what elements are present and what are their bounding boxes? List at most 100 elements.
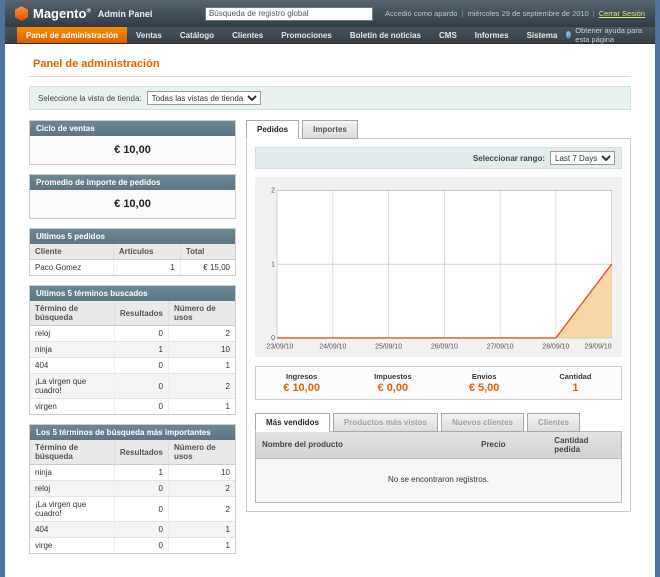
table-cell: 404 [30,358,114,374]
svg-text:26/09/10: 26/09/10 [431,344,458,351]
tab-amounts[interactable]: Importes [302,120,358,139]
tab-new-customers[interactable]: Nuevos clientes [441,413,524,432]
tab-most-viewed[interactable]: Productos más vistos [333,413,438,432]
table-row: 40401 [30,358,235,374]
nav-item-cms[interactable]: CMS [430,27,466,43]
table-cell: 1 [168,399,235,415]
table-cell: 0 [114,481,168,497]
table-cell: 404 [30,522,114,538]
panel-title: Ultimos 5 pedidos [30,229,235,244]
svg-text:23/09/10: 23/09/10 [266,344,293,351]
stat-label: Cantidad [530,372,621,381]
stat-shipping: Envios € 5,00 [439,372,530,394]
nav-item-customers[interactable]: Clientes [223,27,272,43]
brand-text: Magento [33,6,86,21]
table-cell: 0 [114,326,168,342]
table-cell: € 15,00 [180,260,235,276]
stat-revenue: Ingresos € 10,00 [256,372,347,394]
trademark-symbol: ® [86,9,90,15]
magento-logo: Magento® Admin Panel [15,6,152,21]
table-cell: 0 [114,374,168,399]
svg-text:28/09/10: 28/09/10 [542,344,569,351]
session-info: Accedió como apardo|miércoles 29 de sept… [385,9,645,18]
table-row: reloj02 [30,481,235,497]
table-cell: ninja [30,465,114,481]
table-cell: 1 [113,260,180,276]
nav-item-catalog[interactable]: Catálogo [171,27,223,43]
sales-cycle-value: € 10,00 [30,136,235,164]
tab-customers[interactable]: Clientes [527,413,580,432]
table-cell: 1 [168,358,235,374]
sales-cycle-panel: Ciclo de ventas € 10,00 [29,120,236,165]
column-header: Resultados [114,440,168,465]
column-header: Total [180,244,235,260]
range-selector-bar: Seleccionar rango: Last 7 Days [255,147,622,169]
average-order-panel: Promedio de importe de pedidos € 10,00 [29,174,236,219]
table-row: 40401 [30,522,235,538]
bestsellers-table: Nombre del producto Precio Cantidad pedi… [255,431,622,459]
column-header: Artículos [113,244,180,260]
separator: | [461,9,463,18]
table-cell: 2 [168,481,235,497]
separator: | [593,9,595,18]
last-orders-panel: Ultimos 5 pedidos Cliente Artículos Tota… [29,228,236,276]
current-date: miércoles 29 de septiembre de 2010 [467,9,588,18]
table-cell: 1 [114,342,168,358]
table-cell: Paco Gomez [30,260,113,276]
table-row: virgen01 [30,399,235,415]
nav-item-newsletter[interactable]: Boletín de noticias [341,27,430,43]
table-cell: ninja [30,342,114,358]
column-header: Término de búsqueda [30,440,114,465]
tab-orders[interactable]: Pedidos [246,120,299,139]
stat-tax: Impuestos € 0,00 [347,372,438,394]
table-cell: 2 [168,374,235,399]
nav-item-sales[interactable]: Ventas [127,27,171,43]
column-header: Número de usos [168,301,235,326]
table-row: ninja110 [30,342,235,358]
brand-name: Magento® [33,6,91,21]
dashboard-sidebar: Ciclo de ventas € 10,00 Promedio de impo… [29,120,236,563]
chart-tabs: Pedidos Importes [246,120,631,139]
empty-records-message: No se encontraron registros. [255,459,622,503]
table-cell: ¡La virgen que cuadro! [30,374,114,399]
stat-value: € 5,00 [439,382,530,394]
average-order-value: € 10,00 [30,190,235,218]
table-cell: 10 [168,342,235,358]
tab-bestsellers[interactable]: Más vendidos [255,413,330,432]
stat-value: € 0,00 [347,382,438,394]
table-cell: reloj [30,481,114,497]
logout-link[interactable]: Cerrar Sesión [599,9,645,18]
column-header: Término de búsqueda [30,301,114,326]
table-cell: virgen [30,399,114,415]
chart-container: 01223/09/1024/09/1025/09/1026/09/1027/09… [255,177,622,357]
nav-item-system[interactable]: Sistema [518,27,567,43]
last-orders-table: Cliente Artículos Total Paco Gomez1€ 15,… [30,244,235,275]
svg-text:2: 2 [271,188,275,195]
lists-tabs: Más vendidos Productos más vistos Nuevos… [255,413,622,432]
range-label: Seleccionar rango: [473,154,545,163]
panel-title: Ultimos 5 términos buscados [30,286,235,301]
orders-chart: 01223/09/1024/09/1025/09/1026/09/1027/09… [260,184,617,353]
column-header: Cliente [30,244,113,260]
dashboard-main: Pedidos Importes Seleccionar rango: Last… [246,120,631,512]
totals-bar: Ingresos € 10,00 Impuestos € 0,00 Envios… [255,366,622,400]
table-row: ¡La virgen que cuadro!02 [30,374,235,399]
panel-title: Los 5 términos de búsqueda más important… [30,425,235,440]
store-view-select[interactable]: Todas las vistas de tienda [147,91,261,105]
nav-item-promotions[interactable]: Promociones [272,27,341,43]
orders-panel: Seleccionar rango: Last 7 Days 01223/09/… [246,138,631,512]
range-select[interactable]: Last 7 Days [550,151,615,165]
help-label: Obtener ayuda para esta página [575,26,643,44]
svg-text:0: 0 [271,335,275,342]
table-cell: reloj [30,326,114,342]
nav-item-reports[interactable]: Informes [466,27,518,43]
help-link[interactable]: Obtener ayuda para esta página [566,27,655,43]
nav-item-dashboard[interactable]: Panel de administración [17,27,127,43]
table-row: ninja110 [30,465,235,481]
table-cell: 10 [168,465,235,481]
magento-logo-icon [15,6,28,21]
table-cell: 0 [114,522,168,538]
global-search-input[interactable] [205,7,373,21]
table-row: ¡La virgen que cuadro!02 [30,497,235,522]
table-cell: 0 [114,399,168,415]
